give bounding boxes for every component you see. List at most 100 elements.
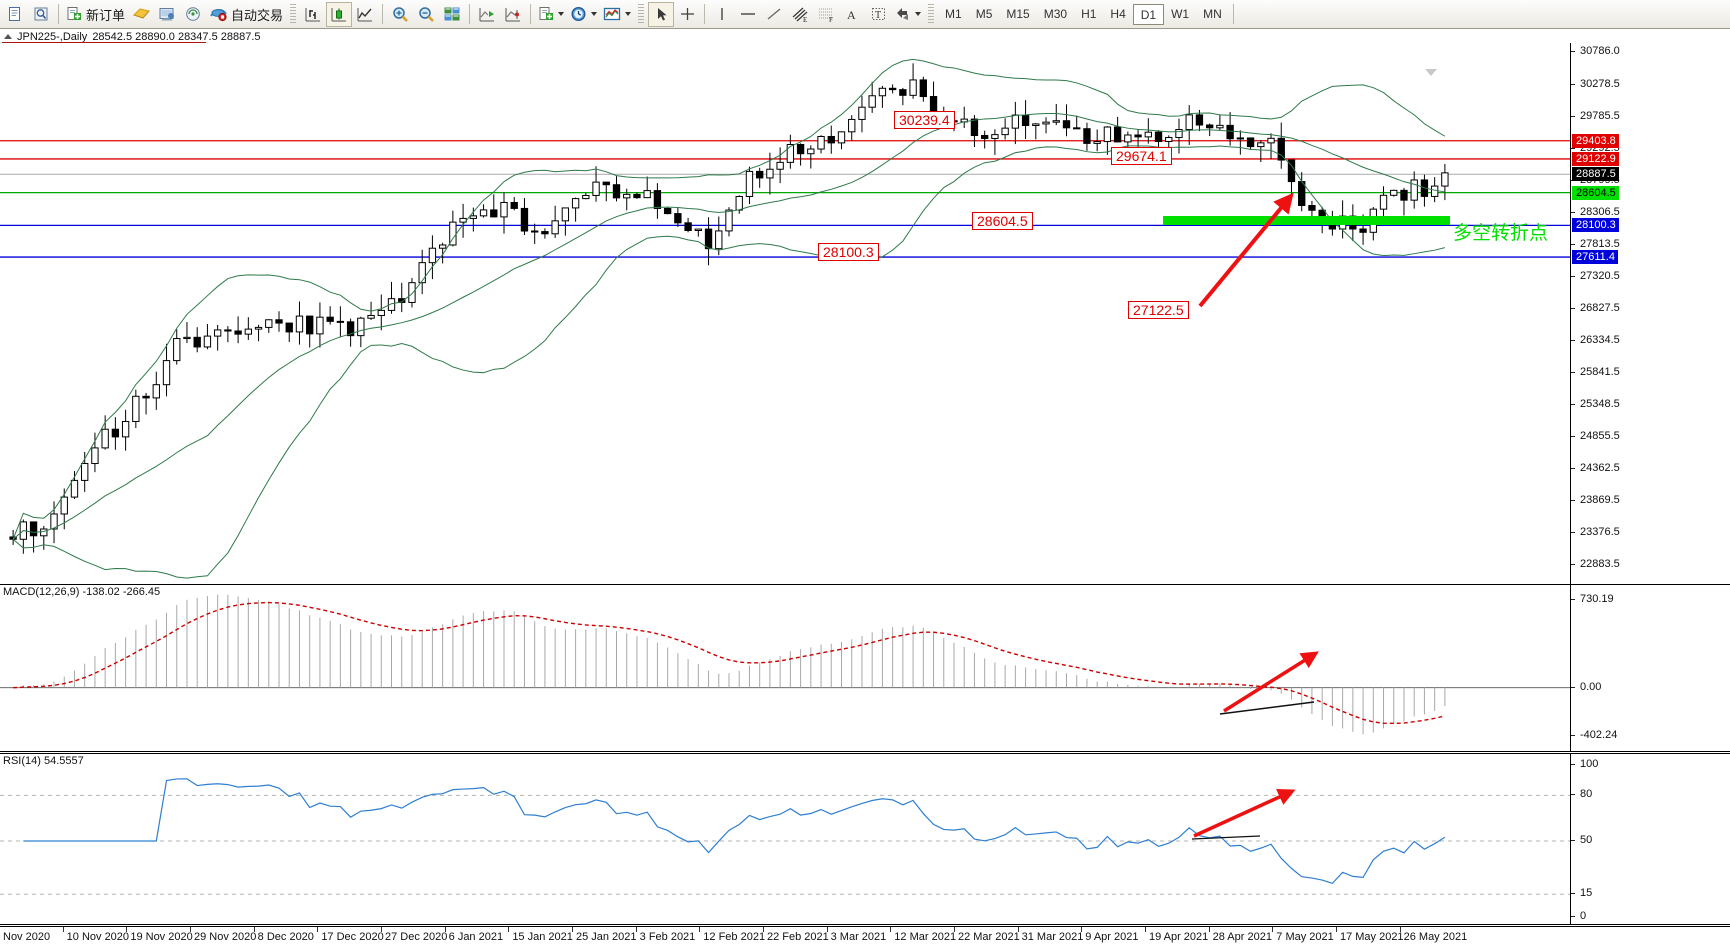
cursor-arrow-icon[interactable]	[648, 1, 675, 27]
price-level-badge-28887.5[interactable]: 28887.5	[1572, 167, 1619, 182]
text-box-icon[interactable]: T	[865, 2, 891, 27]
market-watch-icon[interactable]	[28, 2, 54, 27]
price-chart-canvas[interactable]	[0, 43, 1570, 584]
tile-windows-icon[interactable]	[439, 2, 465, 27]
candlestick-chart-icon[interactable]	[326, 1, 353, 27]
macd-canvas[interactable]	[0, 586, 1570, 752]
price-level-badge-28100.3[interactable]: 28100.3	[1572, 218, 1619, 233]
price-axis-label: 22883.5	[1580, 558, 1620, 570]
indicator-dropdown-caret[interactable]	[558, 12, 565, 16]
price-chart-pane[interactable]: 30239.4 29674.1 28604.5 28100.3 27122.5 多空转折…	[0, 43, 1730, 584]
timeframe-m1[interactable]: M1	[945, 6, 962, 21]
vertical-line-icon[interactable]	[709, 2, 735, 27]
toolbar-grip[interactable]	[290, 4, 297, 24]
signals-icon[interactable]	[180, 2, 206, 27]
macd-trend-arrow	[1219, 651, 1319, 715]
toolbar-grip-3[interactable]	[928, 4, 935, 24]
templates-dropdown-caret[interactable]	[625, 12, 632, 16]
new-order-button[interactable]: 新订单	[63, 2, 128, 27]
price-tag-29674.1[interactable]: 29674.1	[1111, 147, 1172, 165]
timeframe-mn[interactable]: MN	[1203, 6, 1222, 21]
period-dropdown-caret[interactable]	[591, 12, 598, 16]
price-axis[interactable]: 30786.030278.529785.529292.528799.528306…	[1570, 43, 1730, 584]
price-axis-tick	[1571, 371, 1575, 373]
date-axis-label: 9 Apr 2021	[1085, 931, 1139, 943]
chart-shift-icon[interactable]	[474, 2, 500, 27]
date-axis-tick	[62, 927, 64, 932]
price-axis-label: 27813.5	[1580, 237, 1620, 250]
text-label-icon[interactable]: A	[839, 2, 865, 27]
date-axis-label: 17 Dec 2020	[321, 931, 384, 943]
price-axis-label: 26827.5	[1580, 301, 1620, 314]
chart-scroll-marker[interactable]	[1425, 69, 1437, 76]
templates-icon[interactable]	[600, 2, 634, 27]
svg-text:A: A	[847, 8, 856, 22]
date-axis-tick	[1208, 927, 1210, 932]
date-axis-label: 6 Jan 2021	[448, 931, 504, 943]
date-axis-tick	[1144, 927, 1146, 932]
date-axis-tick	[890, 927, 892, 932]
price-level-badge-29122.9[interactable]: 29122.9	[1572, 151, 1619, 166]
timeframe-w1[interactable]: W1	[1171, 6, 1190, 21]
timeframe-d1[interactable]: D1	[1132, 3, 1165, 25]
date-axis-label: 25 Jan 2021	[575, 931, 637, 943]
rsi-label: RSI(14) 54.5557	[3, 755, 84, 767]
date-axis-label: 17 May 2021	[1339, 931, 1404, 943]
main-toolbar: 新订单 自动交易	[0, 0, 1730, 29]
shapes-dropdown-caret[interactable]	[915, 12, 922, 16]
date-axis-tick	[380, 927, 382, 932]
price-tag-27122.5[interactable]: 27122.5	[1128, 301, 1189, 319]
macd-axis-label: 0.00	[1580, 680, 1602, 693]
toolbar-grip-2[interactable]	[638, 4, 645, 24]
period-clock-icon[interactable]	[567, 2, 600, 27]
date-axis-label: 28 Apr 2021	[1212, 931, 1272, 943]
horizontal-line-icon[interactable]	[735, 2, 761, 27]
terminal-icon[interactable]	[154, 2, 180, 27]
zoom-in-icon[interactable]	[387, 2, 413, 27]
price-level-badge-28604.5[interactable]: 28604.5	[1572, 185, 1619, 200]
equidistant-channel-icon[interactable]: E	[787, 2, 813, 27]
line-chart-icon[interactable]	[352, 2, 378, 27]
timeframe-m30[interactable]: M30	[1043, 6, 1068, 21]
price-axis-label: 25348.5	[1580, 397, 1620, 410]
crosshair-icon[interactable]	[674, 2, 700, 27]
zoom-out-icon[interactable]	[413, 2, 439, 27]
rsi-canvas[interactable]	[0, 755, 1570, 925]
price-tag-28604.5[interactable]: 28604.5	[972, 212, 1033, 230]
rsi-axis-tick	[1571, 840, 1575, 841]
price-axis-tick	[1571, 115, 1575, 117]
toolbar-divider-4	[530, 4, 532, 24]
price-level-badge-29403.8[interactable]: 29403.8	[1572, 133, 1619, 148]
date-axis-label: 31 Mar 2021	[1021, 931, 1084, 943]
timeframe-h4[interactable]: H4	[1110, 6, 1126, 21]
fibonacci-icon[interactable]: F	[813, 2, 839, 27]
trendline-icon[interactable]	[761, 2, 787, 27]
autotrading-button[interactable]: 自动交易	[206, 2, 286, 27]
date-axis-tick	[317, 927, 319, 932]
date-axis[interactable]: Nov 2020 10 Nov 2020 19 Nov 2020 29 Nov 202…	[0, 926, 1730, 947]
price-tag-30239.4[interactable]: 30239.4	[894, 111, 955, 129]
price-axis-label: 30786.0	[1580, 45, 1620, 57]
date-axis-label: 22 Feb 2021	[766, 931, 829, 943]
rsi-pane[interactable]: RSI(14) 54.5557 100 80 50 15 0	[0, 753, 1730, 925]
rsi-axis-tick	[1571, 916, 1575, 917]
macd-pane[interactable]: MACD(12,26,9) -138.02 -266.45 730.19 0.00…	[0, 584, 1730, 752]
bar-chart-icon[interactable]	[300, 2, 326, 27]
date-axis-label: 22 Mar 2021	[957, 931, 1020, 943]
date-axis-label: 19 Apr 2021	[1148, 931, 1209, 943]
add-indicator-icon[interactable]	[535, 2, 567, 27]
support-zone-highlight	[1163, 216, 1450, 225]
price-tag-28100.3[interactable]: 28100.3	[818, 243, 879, 261]
timeframe-m15[interactable]: M15	[1006, 6, 1030, 21]
arrows-shapes-icon[interactable]	[891, 2, 924, 27]
price-axis-tick	[1571, 275, 1575, 277]
auto-scroll-icon[interactable]	[500, 2, 526, 27]
price-axis-tick	[1571, 243, 1575, 245]
collapse-triangle-icon[interactable]	[4, 34, 12, 39]
date-axis-label: 27 Dec 2020	[384, 931, 448, 943]
timeframe-h1[interactable]: H1	[1081, 6, 1097, 21]
timeframe-m5[interactable]: M5	[975, 6, 993, 21]
new-chart-icon[interactable]	[2, 2, 28, 27]
price-level-badge-27611.4[interactable]: 27611.4	[1572, 250, 1618, 265]
pending-order-icon[interactable]	[128, 2, 154, 27]
